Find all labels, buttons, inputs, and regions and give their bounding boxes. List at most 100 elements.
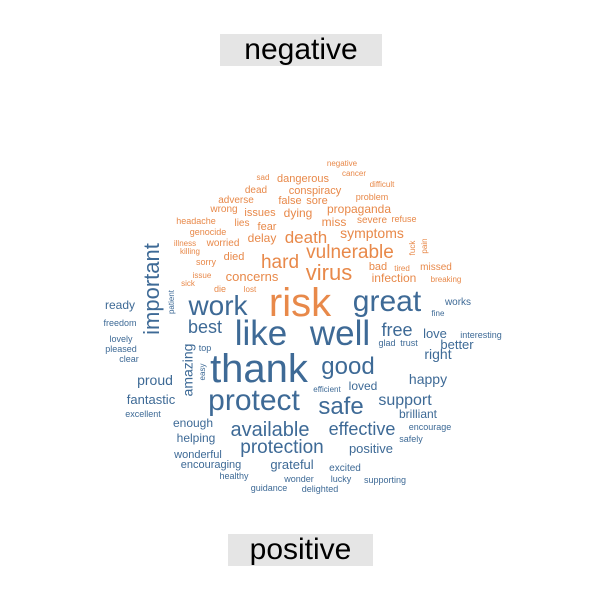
word-free: free (381, 320, 412, 340)
word-problem: problem (356, 192, 389, 202)
word-effective: effective (329, 419, 396, 439)
word-die: die (214, 284, 226, 294)
word-illness: illness (174, 239, 196, 248)
word-right: right (424, 346, 451, 362)
word-sad: sad (257, 173, 270, 182)
word-lost: lost (244, 285, 257, 294)
word-concerns: concerns (226, 269, 279, 284)
word-healthy: healthy (219, 471, 249, 481)
word-like: like (235, 314, 288, 353)
word-guidance: guidance (251, 483, 288, 493)
word-false: false (278, 195, 301, 207)
word-encourage: encourage (409, 422, 452, 432)
word-lies: lies (234, 218, 249, 229)
word-negative: negative (327, 159, 358, 168)
word-genocide: genocide (190, 227, 227, 237)
word-trust: trust (400, 338, 418, 348)
word-works: works (444, 297, 471, 308)
word-worried: worried (206, 238, 240, 249)
word-sick: sick (181, 279, 196, 288)
word-well: well (309, 314, 370, 353)
word-great: great (353, 285, 422, 318)
word-pain: pain (420, 238, 429, 253)
word-top: top (199, 343, 212, 353)
word-difficult: difficult (370, 180, 396, 189)
word-clear: clear (119, 354, 139, 364)
word-hard: hard (261, 252, 299, 273)
word-issue: issue (193, 271, 212, 280)
word-breaking: breaking (431, 275, 462, 284)
word-important: important (139, 243, 164, 335)
word-love: love (423, 326, 447, 341)
word-miss: miss (322, 215, 347, 229)
word-brilliant: brilliant (399, 407, 438, 421)
word-infection: infection (372, 271, 417, 285)
word-available: available (231, 419, 310, 441)
word-encouraging: encouraging (181, 459, 242, 471)
word-wrong: wrong (209, 204, 237, 215)
word-fuck: fuck (408, 240, 417, 256)
word-virus: virus (306, 260, 352, 285)
word-loved: loved (349, 379, 378, 393)
word-support: support (378, 392, 432, 409)
word-cancer: cancer (342, 169, 366, 178)
word-severe: severe (357, 215, 387, 226)
word-delighted: delighted (302, 484, 339, 494)
word-proud: proud (137, 372, 173, 388)
word-dead: dead (245, 185, 267, 196)
word-wonderful: wonderful (173, 449, 222, 461)
word-better: better (440, 337, 474, 352)
word-death: death (285, 228, 328, 247)
word-excellent: excellent (125, 409, 161, 419)
word-patient: patient (167, 289, 176, 314)
word-sore: sore (306, 195, 327, 207)
word-vulnerable: vulnerable (306, 242, 394, 263)
negative-label: negative (220, 34, 382, 66)
word-happy: happy (409, 371, 447, 387)
word-dying: dying (284, 206, 313, 220)
word-dangerous: dangerous (277, 173, 329, 185)
word-freedom: freedom (103, 318, 136, 328)
word-adverse: adverse (218, 195, 254, 206)
word-protection: protection (240, 437, 323, 458)
word-tired: tired (394, 264, 410, 273)
word-sorry: sorry (196, 257, 216, 267)
word-propaganda: propaganda (327, 202, 391, 216)
word-delay: delay (248, 231, 277, 245)
word-headache: headache (176, 216, 216, 226)
word-symptoms: symptoms (340, 225, 404, 241)
word-helping: helping (177, 431, 216, 445)
word-positive: positive (349, 441, 393, 456)
word-efficient: efficient (313, 385, 341, 394)
word-good: good (321, 353, 374, 380)
word-lovely: lovely (109, 334, 133, 344)
word-best: best (188, 317, 222, 337)
word-lucky: lucky (331, 474, 352, 484)
word-wonder: wonder (283, 474, 314, 484)
word-bad: bad (369, 261, 387, 273)
word-conspiracy: conspiracy (289, 185, 342, 197)
word-refuse: refuse (391, 214, 416, 224)
word-excited: excited (329, 463, 361, 474)
word-interesting: interesting (460, 330, 502, 340)
word-thank: thank (210, 347, 309, 391)
word-glad: glad (378, 338, 395, 348)
word-missed: missed (420, 262, 452, 273)
word-safely: safely (399, 434, 423, 444)
word-killing: killing (180, 247, 200, 256)
word-protect: protect (208, 384, 300, 417)
word-amazing: amazing (180, 344, 196, 397)
positive-label: positive (228, 534, 373, 566)
word-easy: easy (198, 364, 207, 381)
word-risk: risk (269, 281, 332, 325)
word-grateful: grateful (270, 457, 313, 472)
word-safe: safe (318, 393, 363, 420)
word-fantastic: fantastic (127, 392, 176, 407)
word-issues: issues (244, 207, 276, 219)
word-died: died (224, 251, 245, 263)
word-pleased: pleased (105, 344, 137, 354)
word-supporting: supporting (364, 475, 406, 485)
word-enough: enough (173, 416, 213, 430)
word-work: work (187, 290, 248, 321)
